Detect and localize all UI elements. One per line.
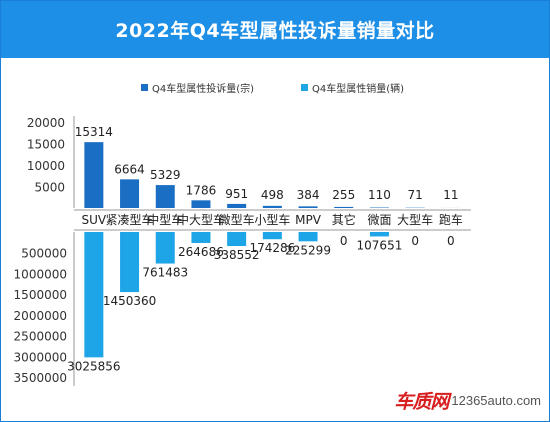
data-label-complaints: 110 [368,188,391,202]
bar-sales [155,232,175,264]
category-label: SUV [82,213,107,227]
watermark-site: 12365auto.com [451,393,541,408]
bar-sales [191,232,211,243]
bar-sales [298,232,318,242]
bar-complaints [334,206,354,208]
data-label-sales: 338552 [214,248,260,262]
category-label: 跑车 [439,212,463,227]
category-label: 微面 [367,213,391,227]
data-label-sales: 264686 [178,245,224,259]
y-tick-label-bottom: 3500000 [14,371,67,385]
bar-complaints [227,203,247,208]
data-label-sales: 225299 [285,243,331,257]
data-label-sales: 0 [411,234,419,248]
data-label-complaints: 71 [408,188,423,202]
legend-label-sales: Q4车型属性销量(辆) [312,82,404,95]
data-label-sales: 761483 [142,266,188,280]
y-tick-label-top: 10000 [27,159,65,173]
watermark-brand: 车质网 [394,391,449,413]
bar-complaints [155,185,175,208]
data-label-complaints: 384 [297,188,320,202]
category-label: 其它 [332,212,356,227]
bar-complaints [262,205,282,208]
bar-sales [120,232,140,293]
y-tick-label-bottom: 3000000 [14,350,67,364]
legend-label-complaints: Q4车型属性投诉量(宗) [152,82,254,95]
title-bar: 2022年Q4车型属性投诉量销量对比 [1,1,549,58]
bar-complaints [84,142,104,208]
data-label-complaints: 11 [443,188,458,202]
data-label-complaints: 951 [225,187,248,201]
data-label-sales: 107651 [357,238,403,252]
data-label-sales: 0 [447,234,455,248]
y-tick-label-bottom: 1500000 [14,288,67,302]
legend-swatch-sales [301,84,308,91]
category-label: MPV [295,213,322,227]
y-tick-label-top: 15000 [27,138,65,152]
y-tick-label-bottom: 500000 [21,247,67,261]
y-tick-label-top: 5000 [34,181,65,195]
bar-complaints [191,200,211,208]
category-label: 中型车 [147,212,183,227]
y-tick-label-bottom: 2000000 [14,309,67,323]
bar-sales [84,232,104,358]
watermark: 车质网 12365auto.com [394,387,541,414]
data-label-sales: 1450360 [103,294,156,308]
data-label-complaints: 498 [261,188,284,202]
category-label: 紧凑型车 [106,212,154,227]
bar-sales [227,232,247,247]
data-label-complaints: 1786 [186,183,217,197]
y-tick-label-top: 20000 [27,116,65,130]
data-label-sales: 0 [340,234,348,248]
data-label-sales: 174286 [249,241,295,255]
legend-swatch-complaints [141,84,148,91]
y-tick-label-bottom: 1000000 [14,267,67,281]
bar-sales [369,232,389,237]
category-label: 小型车 [254,212,290,227]
data-label-complaints: 15314 [75,125,113,139]
data-label-complaints: 5329 [150,168,181,182]
data-label-complaints: 6664 [114,162,145,176]
y-tick-label-bottom: 2500000 [14,330,67,344]
bar-complaints [298,206,318,208]
data-label-sales: 3025856 [67,359,120,373]
category-label: 微型车 [219,212,255,227]
category-label: 中大型车 [177,212,225,227]
data-label-complaints: 255 [332,188,355,202]
category-label: 大型车 [397,212,433,227]
bar-sales [262,232,282,240]
bar-complaints [120,179,140,208]
chart-title: 2022年Q4车型属性投诉量销量对比 [115,20,435,42]
